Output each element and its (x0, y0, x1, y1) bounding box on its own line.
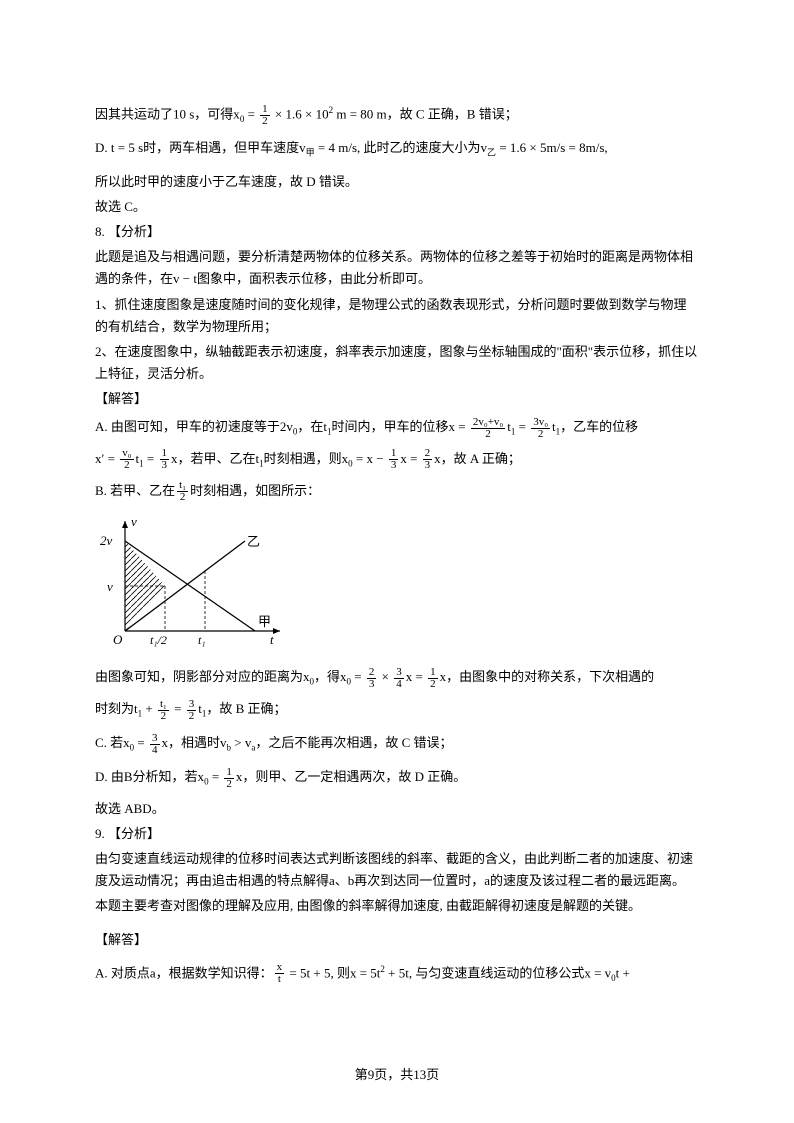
text: + 5t, 与匀变速直线运动的位移公式x = v (385, 965, 611, 980)
document-page: 因其共运动了10 s，可得x0 = 12 × 1.6 × 102 m = 80 … (0, 0, 794, 1049)
text: 时刻为t (95, 701, 138, 716)
fraction: 12 (428, 667, 438, 690)
paragraph: 【解答】 (95, 388, 699, 410)
paragraph: 因其共运动了10 s，可得x0 = 12 × 1.6 × 102 m = 80 … (95, 103, 699, 127)
text: x′ = (95, 451, 118, 466)
text: x = (400, 451, 420, 466)
text: + (142, 701, 156, 716)
chart-label-t1: t₁ (198, 633, 206, 647)
text: x，相遇时v (162, 735, 227, 750)
fraction: t₁2 (177, 480, 188, 503)
chart-line-yi: 乙 (247, 534, 260, 549)
text: > v (231, 735, 251, 750)
chart-origin: O (113, 632, 123, 647)
fraction: t₁2 (158, 699, 169, 722)
paragraph: 时刻为t1 + t₁2 = 32t1，故 B 正确； (95, 698, 699, 722)
subscript: 乙 (487, 148, 496, 158)
fraction: 13 (160, 448, 170, 471)
text: 时间内，甲车的位移x = (332, 419, 469, 434)
paragraph: 此题是追及与相遇问题，要分析清楚两物体的位移关系。两物体的位移之差等于初始时的距… (95, 246, 699, 290)
text: D. t = 5 s时，两车相遇，但甲车速度v (95, 140, 306, 155)
text: = (209, 769, 223, 784)
text: ，乙车的位移 (560, 419, 638, 434)
fraction: 23 (423, 448, 433, 471)
fraction: v₀2 (120, 448, 133, 471)
chart-label-v: v (107, 579, 113, 594)
paragraph: C. 若x0 = 34x，相遇时vb > va，之后不能再次相遇，故 C 错误； (95, 732, 699, 756)
paragraph: D. 由B分析知，若x0 = 12x，则甲、乙一定相遇两次，故 D 正确。 (95, 766, 699, 790)
text: = (515, 419, 529, 434)
paragraph: 故选 ABD。 (95, 798, 699, 820)
text: = (134, 735, 148, 750)
fraction: 13 (389, 448, 399, 471)
text: 时刻相遇，则x (264, 451, 349, 466)
text: ，之后不能再次相遇，故 C 错误； (255, 735, 452, 750)
chart-line-jia: 甲 (258, 614, 271, 629)
text: 时刻相遇，如图所示： (190, 483, 320, 498)
page-footer: 第9页，共13页 (0, 1064, 794, 1083)
text: x，则甲、乙一定相遇两次，故 D 正确。 (236, 769, 466, 784)
text: = 4 m/s, 此时乙的速度大小为v (315, 140, 487, 155)
text: A. 由图可知，甲车的初速度等于2v (95, 419, 293, 434)
paragraph: D. t = 5 s时，两车相遇，但甲车速度v甲 = 4 m/s, 此时乙的速度… (95, 137, 699, 161)
fraction: 34 (394, 667, 404, 690)
text: D. 由B分析知，若x (95, 769, 204, 784)
fraction: 12 (224, 767, 234, 790)
paragraph: 由图象可知，阴影部分对应的距离为x0，得x0 = 23 × 34x = 12x，… (95, 666, 699, 690)
paragraph: 1、抓住速度图象是速度随时间的变化规律，是物理公式的函数表现形式，分析问题时要做… (95, 294, 699, 338)
text: x = (406, 669, 426, 684)
text: ，故 B 正确； (206, 701, 286, 716)
paragraph: A. 对质点a，根据数学知识得：xt = 5t + 5, 则x = 5t2 + … (95, 962, 699, 986)
subscript: 甲 (306, 148, 315, 158)
text: ，得x (314, 669, 347, 684)
text: 因其共运动了10 s，可得x (95, 106, 240, 121)
paragraph: 9. 【分析】 (95, 823, 699, 845)
text: 由图象可知，阴影部分对应的距离为x (95, 669, 310, 684)
text: × (378, 669, 392, 684)
text: m = 80 m，故 C 正确，B 错误； (333, 106, 518, 121)
fraction: 3v₀2 (531, 417, 550, 440)
paragraph: 本题主要考查对图像的理解及应用, 由图像的斜率解得加速度, 由截距解得初速度是解… (95, 895, 699, 917)
text: × 1.6 × 10 (272, 106, 329, 121)
text: A. 对质点a，根据数学知识得： (95, 965, 273, 980)
text: x，由图象中的对称关系，下次相遇的 (440, 669, 655, 684)
fraction: 34 (150, 733, 160, 756)
paragraph: 故选 C。 (95, 196, 699, 218)
text: = x − (353, 451, 387, 466)
text: = (144, 451, 158, 466)
text: = (351, 669, 365, 684)
text: t + (616, 965, 630, 980)
paragraph: 【解答】 (95, 929, 699, 951)
text: x，若甲、乙在t (171, 451, 259, 466)
chart-label-2v: 2v (100, 533, 113, 548)
fraction: 12 (260, 104, 270, 127)
paragraph: B. 若甲、乙在t₁2时刻相遇，如图所示： (95, 480, 699, 504)
vt-graph: 2v v O t₁/2 t₁ t v 乙 甲 (95, 511, 699, 658)
paragraph: x′ = v₀2t1 = 13x，若甲、乙在t1时刻相遇，则x0 = x − 1… (95, 448, 699, 472)
text: = 1.6 × 5m/s = 8m/s, (496, 140, 608, 155)
chart-y-axis: v (131, 514, 137, 529)
paragraph: 8. 【分析】 (95, 221, 699, 243)
paragraph: 所以此时甲的速度小于乙车速度，故 D 错误。 (95, 171, 699, 193)
fraction: 23 (367, 667, 377, 690)
text: = (244, 106, 258, 121)
text: ，在t (297, 419, 327, 434)
paragraph: A. 由图可知，甲车的初速度等于2v0，在t1时间内，甲车的位移x = 2v₀+… (95, 416, 699, 440)
fraction: 2v₀+v₀2 (471, 417, 505, 440)
fraction: xt (275, 962, 285, 985)
text: = (171, 701, 185, 716)
text: = 5t + 5, 则x = 5t (286, 965, 380, 980)
chart-label-t1-2: t₁/2 (150, 633, 167, 647)
text: C. 若x (95, 735, 130, 750)
text: B. 若甲、乙在 (95, 483, 175, 498)
fraction: 32 (187, 699, 197, 722)
text: x，故 A 正确； (434, 451, 521, 466)
paragraph: 2、在速度图象中，纵轴截距表示初速度，斜率表示加速度，图象与坐标轴围成的"面积"… (95, 341, 699, 385)
paragraph: 由匀变速直线运动规律的位移时间表达式判断该图线的斜率、截距的含义，由此判断二者的… (95, 848, 699, 892)
chart-x-axis: t (270, 632, 274, 647)
